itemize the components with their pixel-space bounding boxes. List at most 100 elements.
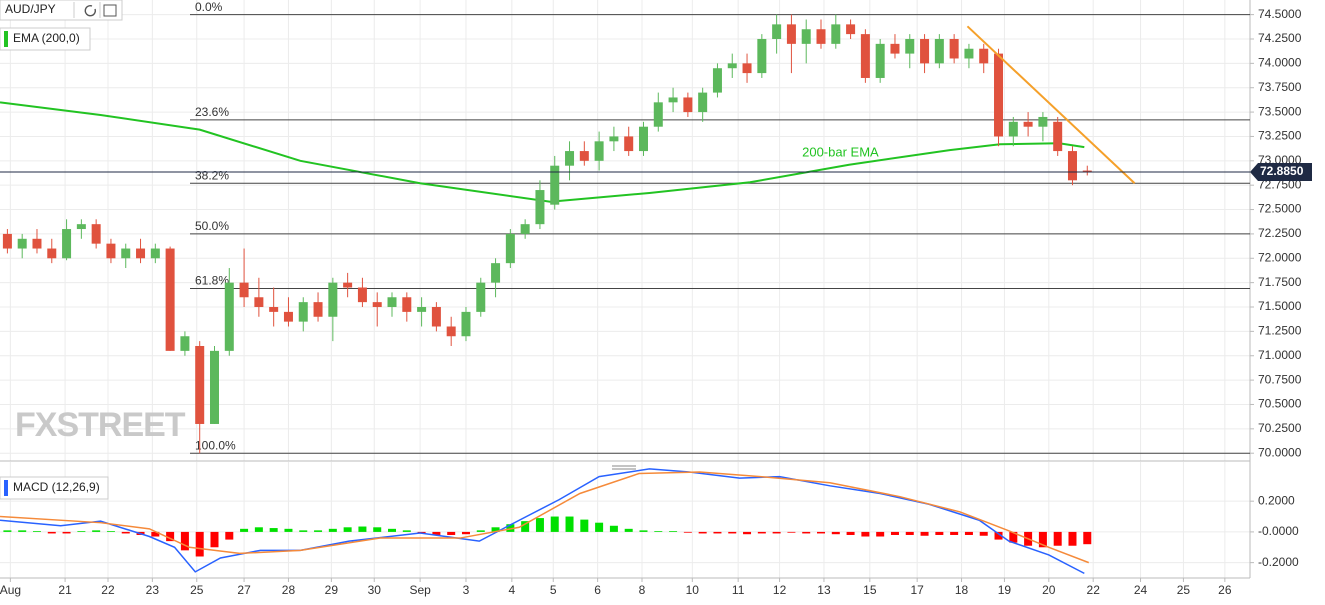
candle-body — [150, 248, 160, 259]
histogram-bar — [1053, 531, 1062, 546]
histogram-bar — [683, 531, 692, 533]
histogram-bar — [565, 516, 574, 532]
histogram-bar — [535, 518, 544, 532]
histogram-bar — [47, 531, 56, 534]
candle-body — [328, 282, 338, 317]
y-tick-label: 70.5000 — [1258, 397, 1302, 411]
y-tick-label: 73.7500 — [1258, 80, 1302, 94]
y-tick-label: 71.0000 — [1258, 348, 1302, 362]
candle-body — [520, 224, 530, 234]
x-tick-label: 3 — [463, 583, 470, 597]
candle-body — [165, 248, 175, 351]
histogram-bar — [639, 530, 648, 532]
fib-label: 0.0% — [195, 0, 223, 14]
histogram-bar — [787, 531, 796, 533]
candle-body — [964, 48, 974, 59]
x-tick-label: 30 — [368, 583, 382, 597]
last-price-label: 72.8850 — [1260, 164, 1304, 178]
x-tick-label: 23 — [146, 583, 160, 597]
candle-body — [417, 307, 427, 312]
histogram-bar — [994, 531, 1003, 540]
histogram-bar — [1083, 531, 1092, 545]
y-tick-label: 74.5000 — [1258, 7, 1302, 21]
settings-icon[interactable] — [103, 4, 117, 17]
y-tick-label: 71.7500 — [1258, 275, 1302, 289]
histogram-bar — [476, 530, 485, 532]
x-tick-label: 22 — [1087, 583, 1101, 597]
x-tick-label: 21 — [58, 583, 72, 597]
x-tick-label: 10 — [686, 583, 700, 597]
histogram-bar — [1068, 531, 1077, 546]
candle-body — [209, 350, 219, 424]
y-tick-label: 73.5000 — [1258, 104, 1302, 118]
histogram-bar — [269, 528, 278, 532]
ema-line — [0, 101, 1085, 203]
y-tick-label: 72.0000 — [1258, 250, 1302, 264]
refresh-icon[interactable] — [84, 5, 96, 17]
histogram-bar — [32, 531, 41, 532]
histogram-bar — [964, 531, 973, 535]
candle-body — [653, 102, 663, 127]
candle-body — [594, 141, 604, 161]
ema-legend: EMA (200,0) — [0, 27, 91, 51]
x-tick-label: 28 — [282, 583, 296, 597]
macd-title[interactable]: MACD (12,26,9) — [13, 480, 100, 494]
candle-body — [920, 38, 930, 64]
histogram-bar — [106, 531, 115, 532]
candle-body — [579, 151, 589, 161]
ema-annotation: 200-bar EMA — [802, 145, 879, 160]
macd-legend: MACD (12,26,9) — [0, 476, 109, 500]
histogram-bar — [388, 528, 397, 532]
histogram-bar — [669, 531, 678, 532]
candle-body — [638, 126, 648, 152]
candle-body — [343, 282, 353, 288]
histogram-bar — [506, 524, 515, 532]
histogram-bar — [92, 530, 101, 532]
x-tick-label: 25 — [1177, 583, 1191, 597]
histogram-bar — [521, 521, 530, 532]
x-tick-label: 8 — [639, 583, 646, 597]
histogram-bar — [225, 531, 234, 540]
candle-body — [446, 326, 456, 337]
candle-body — [890, 43, 900, 54]
candle-body — [283, 311, 293, 322]
candle-body — [47, 248, 57, 259]
candle-body — [2, 233, 12, 249]
y-tick-label: 74.2500 — [1258, 31, 1302, 45]
histogram-bar — [491, 527, 500, 532]
histogram-bar — [121, 531, 130, 534]
histogram-bar — [609, 525, 618, 532]
legend-swatch — [4, 31, 8, 47]
trendline — [966, 25, 1136, 184]
candle-body — [905, 38, 915, 54]
x-tick-label: 17 — [910, 583, 924, 597]
legend-box — [0, 476, 109, 500]
candle-body — [372, 302, 382, 308]
histogram-bar — [18, 530, 27, 532]
histogram-bar — [728, 531, 737, 534]
legend-swatch — [4, 480, 8, 496]
candle-body — [1067, 151, 1077, 181]
y-tick-label: 72.5000 — [1258, 202, 1302, 216]
histogram-bar — [802, 531, 811, 534]
candle-body — [180, 336, 190, 351]
histogram-bar — [1009, 531, 1018, 543]
candle-body — [269, 307, 279, 312]
histogram-bar — [166, 531, 175, 542]
histogram-bar — [698, 531, 707, 534]
histogram-bar — [846, 531, 855, 535]
candle-body — [1053, 121, 1063, 152]
symbol[interactable]: AUD/JPY — [5, 2, 56, 16]
y-tick-label: 70.0000 — [1258, 445, 1302, 459]
candle-body — [727, 63, 737, 69]
indicator-label[interactable]: EMA (200,0) — [13, 31, 80, 45]
candle-body — [712, 68, 722, 93]
candle-body — [683, 97, 693, 113]
x-tick-label: 13 — [817, 583, 831, 597]
macd-line — [0, 471, 1090, 564]
y-tick-label: 71.5000 — [1258, 299, 1302, 313]
candle-body — [535, 190, 545, 225]
x-tick-label: 15 — [863, 583, 877, 597]
